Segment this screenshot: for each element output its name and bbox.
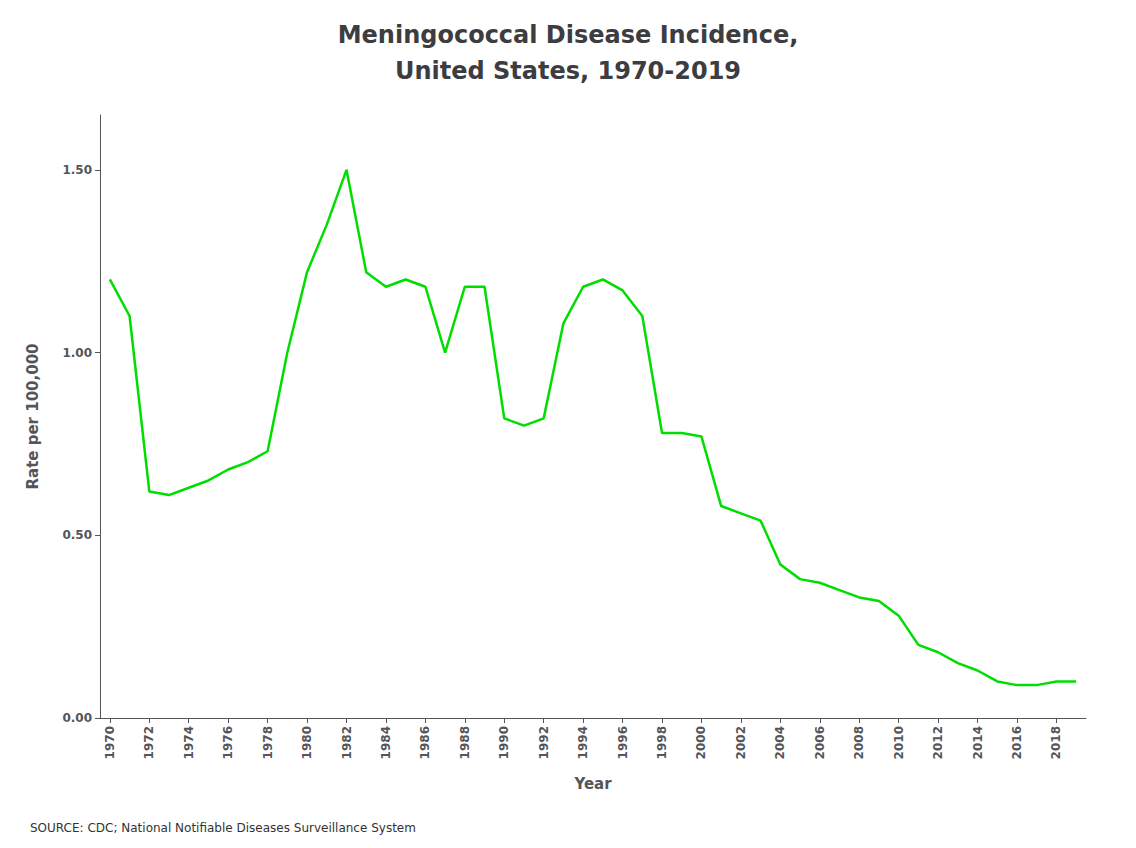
svg-text:Rate per 100,000: Rate per 100,000 bbox=[24, 343, 42, 489]
svg-text:2008: 2008 bbox=[852, 726, 866, 759]
svg-text:1970: 1970 bbox=[103, 726, 117, 759]
svg-text:2010: 2010 bbox=[892, 726, 906, 759]
svg-text:2002: 2002 bbox=[734, 726, 748, 759]
svg-text:Meningococcal Disease Incidenc: Meningococcal Disease Incidence, bbox=[338, 21, 799, 49]
svg-text:1996: 1996 bbox=[616, 726, 630, 759]
svg-text:1972: 1972 bbox=[142, 726, 156, 759]
svg-text:1990: 1990 bbox=[497, 726, 511, 759]
svg-text:1976: 1976 bbox=[221, 726, 235, 759]
svg-text:0.50: 0.50 bbox=[62, 528, 92, 542]
svg-text:0.00: 0.00 bbox=[62, 711, 92, 725]
svg-text:1988: 1988 bbox=[458, 726, 472, 759]
svg-text:1974: 1974 bbox=[182, 726, 196, 759]
svg-text:SOURCE: CDC; National Notifiab: SOURCE: CDC; National Notifiable Disease… bbox=[30, 821, 416, 835]
svg-text:2006: 2006 bbox=[813, 726, 827, 759]
svg-text:United States, 1970-2019: United States, 1970-2019 bbox=[395, 57, 741, 85]
svg-text:1986: 1986 bbox=[418, 726, 432, 759]
svg-text:2004: 2004 bbox=[773, 726, 787, 759]
svg-text:2000: 2000 bbox=[694, 726, 708, 759]
svg-text:1982: 1982 bbox=[340, 726, 354, 759]
svg-text:Year: Year bbox=[573, 775, 612, 793]
svg-text:2016: 2016 bbox=[1010, 726, 1024, 759]
svg-text:1.00: 1.00 bbox=[62, 346, 92, 360]
svg-text:1998: 1998 bbox=[655, 726, 669, 759]
svg-text:1978: 1978 bbox=[261, 726, 275, 759]
svg-text:1980: 1980 bbox=[300, 726, 314, 759]
svg-text:2014: 2014 bbox=[971, 726, 985, 759]
svg-text:1994: 1994 bbox=[576, 726, 590, 759]
svg-text:1992: 1992 bbox=[537, 726, 551, 759]
svg-text:1.50: 1.50 bbox=[62, 163, 92, 177]
svg-text:2018: 2018 bbox=[1049, 726, 1063, 759]
svg-text:2012: 2012 bbox=[931, 726, 945, 759]
svg-text:1984: 1984 bbox=[379, 726, 393, 759]
